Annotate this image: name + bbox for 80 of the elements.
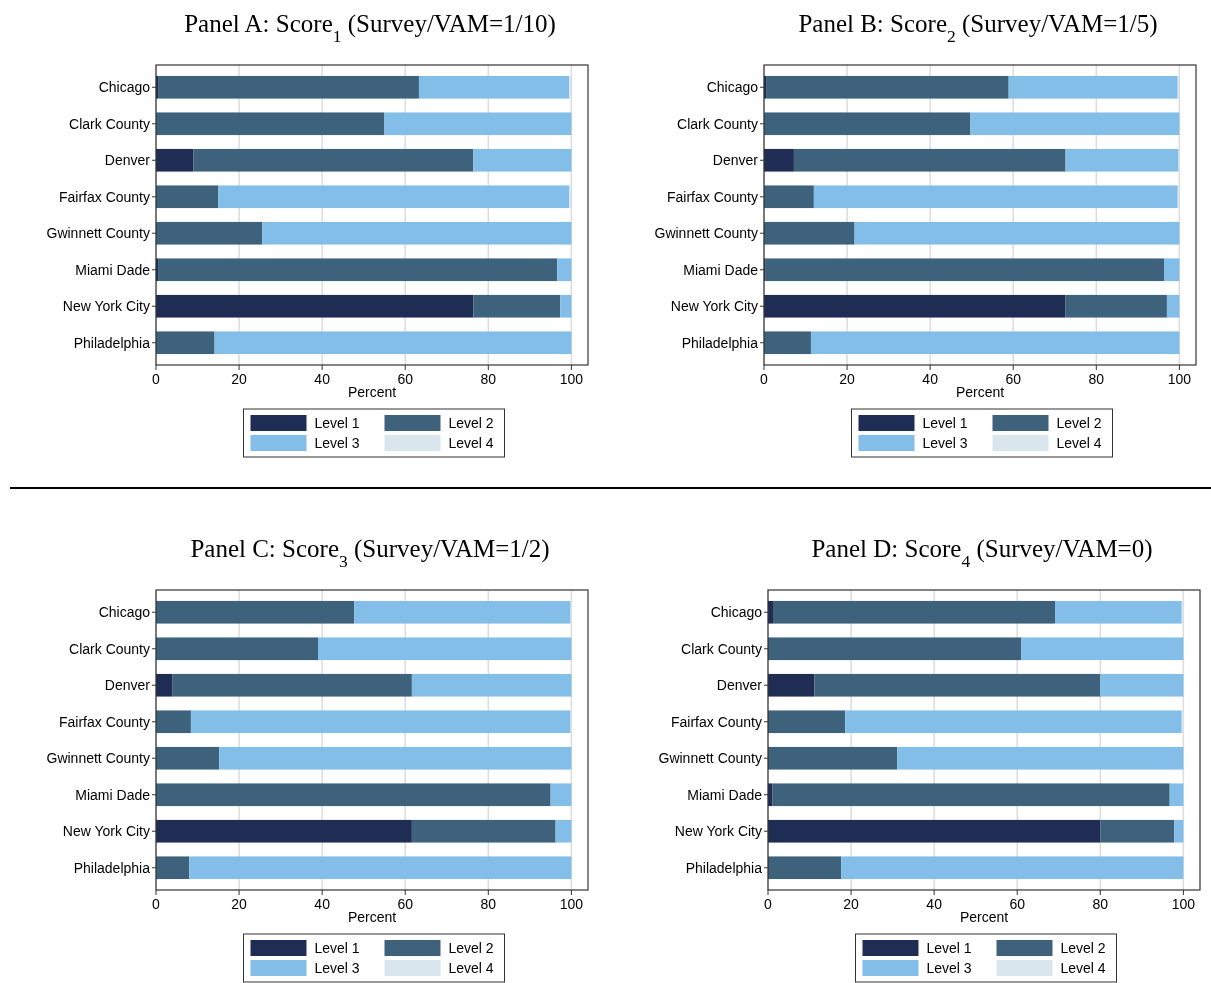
x-tick-label: 100 <box>559 371 584 387</box>
y-tick-label: New York City <box>62 823 150 840</box>
y-tick-label: Denver <box>716 677 763 694</box>
legend-label: Level 4 <box>448 434 494 451</box>
y-tick-label: Fairfax County <box>58 188 150 205</box>
y-tick-label: Chicago <box>98 604 151 621</box>
legend-label: Level 3 <box>314 434 360 451</box>
x-tick-label: 20 <box>231 896 248 912</box>
legend-label: Level 3 <box>314 959 360 976</box>
x-tick-label: 0 <box>760 371 769 387</box>
y-tick-label: Clark County <box>677 115 758 132</box>
y-tick-label: Gwinnett County <box>46 750 150 767</box>
y-tick-label: Chicago <box>706 79 759 96</box>
x-tick-label: 40 <box>926 896 943 912</box>
chart-title: Panel D: Score$_{4}$ (Survey/VAM=0) <box>811 535 1153 571</box>
x-tick-label: 0 <box>152 371 161 387</box>
y-tick-label: Gwinnett County <box>654 225 758 242</box>
x-tick-label: 0 <box>152 896 161 912</box>
y-tick-label: Miami Dade <box>75 786 151 803</box>
y-tick-label: Gwinnett County <box>658 750 762 767</box>
x-tick-label: 20 <box>231 371 248 387</box>
y-tick-label: New York City <box>62 298 150 315</box>
chart-title: Panel B: Score$_{2}$ (Survey/VAM=1/5) <box>798 10 1158 46</box>
legend-label: Level 4 <box>1056 434 1102 451</box>
y-tick-label: Fairfax County <box>58 713 150 730</box>
y-tick-label: Philadelphia <box>73 859 151 876</box>
y-tick-label: Denver <box>104 152 151 169</box>
x-tick-label: 80 <box>480 896 497 912</box>
x-tick-label: 80 <box>1088 371 1105 387</box>
legend-label: Level 1 <box>314 414 360 431</box>
legend-label: Level 1 <box>922 414 968 431</box>
x-tick-label: 80 <box>480 371 497 387</box>
y-tick-label: Fairfax County <box>670 713 762 730</box>
legend-label: Level 1 <box>926 939 972 956</box>
y-tick-label: Chicago <box>98 79 151 96</box>
x-tick-label: 100 <box>559 896 584 912</box>
x-tick-label: 80 <box>1092 896 1109 912</box>
x-tick-label: 60 <box>397 371 414 387</box>
y-tick-label: Clark County <box>681 640 762 657</box>
y-tick-label: New York City <box>674 823 762 840</box>
y-tick-label: Denver <box>104 677 151 694</box>
y-tick-label: Miami Dade <box>687 786 763 803</box>
legend-label: Level 3 <box>922 434 968 451</box>
chart-title: Panel A: Score$_{1}$ (Survey/VAM=1/10) <box>184 10 556 46</box>
x-tick-label: 100 <box>1167 371 1192 387</box>
x-axis-title: Percent <box>955 384 1005 400</box>
x-tick-label: 60 <box>1009 896 1026 912</box>
y-tick-label: Miami Dade <box>683 261 759 278</box>
legend-label: Level 4 <box>448 959 494 976</box>
x-axis-title: Percent <box>959 909 1009 925</box>
y-tick-label: Chicago <box>710 604 763 621</box>
x-axis-title: Percent <box>347 909 397 925</box>
legend-label: Level 4 <box>1060 959 1106 976</box>
y-tick-label: Philadelphia <box>73 334 151 351</box>
x-tick-label: 0 <box>764 896 773 912</box>
x-axis-title: Percent <box>347 384 397 400</box>
x-tick-label: 40 <box>922 371 939 387</box>
legend-label: Level 2 <box>448 939 494 956</box>
legend-label: Level 2 <box>448 414 494 431</box>
y-tick-label: Philadelphia <box>681 334 759 351</box>
y-tick-label: Clark County <box>69 115 150 132</box>
y-tick-label: Miami Dade <box>75 261 151 278</box>
legend-label: Level 3 <box>926 959 972 976</box>
legend-label: Level 2 <box>1056 414 1102 431</box>
chart-title: Panel C: Score$_{3}$ (Survey/VAM=1/2) <box>190 535 550 571</box>
y-tick-label: Denver <box>712 152 759 169</box>
legend-label: Level 1 <box>314 939 360 956</box>
y-tick-label: Clark County <box>69 640 150 657</box>
legend-label: Level 2 <box>1060 939 1106 956</box>
y-tick-label: New York City <box>670 298 758 315</box>
x-tick-label: 40 <box>314 896 331 912</box>
x-tick-label: 100 <box>1171 896 1196 912</box>
x-tick-label: 20 <box>843 896 860 912</box>
x-tick-label: 20 <box>839 371 856 387</box>
x-tick-label: 60 <box>397 896 414 912</box>
y-tick-label: Fairfax County <box>666 188 758 205</box>
x-tick-label: 40 <box>314 371 331 387</box>
x-tick-label: 60 <box>1005 371 1022 387</box>
y-tick-label: Gwinnett County <box>46 225 150 242</box>
y-tick-label: Philadelphia <box>685 859 763 876</box>
